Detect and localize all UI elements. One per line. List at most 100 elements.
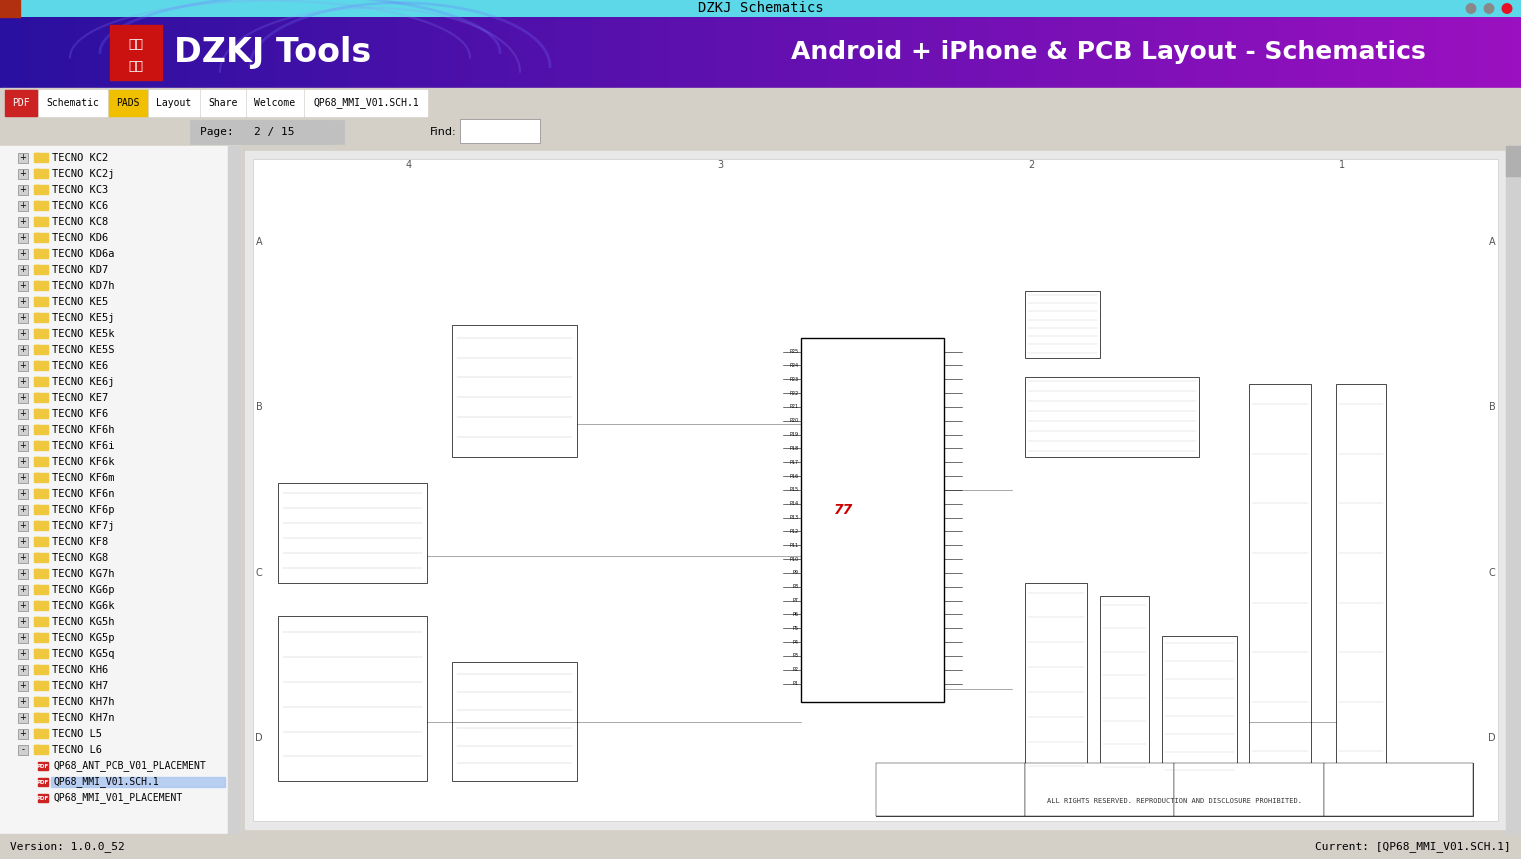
Bar — [33, 425, 49, 434]
Bar — [33, 665, 40, 668]
Bar — [294, 120, 318, 144]
Text: QP68_MMI_V01.SCH.1: QP68_MMI_V01.SCH.1 — [313, 98, 418, 108]
Bar — [0, 0, 1521, 17]
Bar — [33, 233, 49, 242]
Bar — [33, 585, 40, 588]
Bar — [268, 120, 292, 144]
Bar — [18, 153, 27, 163]
Bar — [18, 537, 27, 547]
Bar — [33, 425, 40, 428]
Bar — [33, 649, 49, 658]
Bar — [459, 119, 540, 143]
Bar — [18, 249, 27, 259]
Bar — [18, 393, 27, 403]
Text: TECNO KH7: TECNO KH7 — [52, 681, 108, 691]
Bar — [33, 681, 49, 690]
Bar — [18, 361, 27, 371]
Bar — [18, 521, 27, 531]
Text: PADS: PADS — [116, 98, 140, 108]
Bar — [307, 120, 332, 144]
Bar — [110, 90, 148, 116]
Text: P16: P16 — [789, 473, 799, 478]
Bar — [18, 201, 27, 211]
Bar — [33, 345, 40, 348]
Text: P25: P25 — [789, 349, 799, 354]
Bar — [33, 233, 40, 236]
Bar — [52, 777, 225, 787]
Text: +: + — [20, 729, 26, 739]
Text: 4: 4 — [406, 160, 412, 170]
Bar — [33, 617, 40, 620]
Bar — [33, 329, 49, 338]
Text: P4: P4 — [792, 640, 799, 644]
Text: A: A — [1489, 237, 1495, 247]
Text: Find:: Find: — [430, 127, 456, 137]
Text: P15: P15 — [789, 487, 799, 492]
Text: TECNO KC2j: TECNO KC2j — [52, 169, 114, 179]
Text: +: + — [20, 633, 26, 643]
Text: P6: P6 — [792, 612, 799, 617]
Bar — [33, 409, 49, 418]
Text: TECNO KE6: TECNO KE6 — [52, 361, 108, 371]
Bar — [0, 0, 20, 17]
Bar — [18, 313, 27, 323]
Bar — [33, 169, 49, 178]
Bar — [33, 377, 49, 386]
Text: TECNO KD7: TECNO KD7 — [52, 265, 108, 275]
Bar — [33, 457, 40, 460]
Bar — [33, 281, 49, 290]
Text: +: + — [20, 154, 26, 162]
Bar — [33, 553, 40, 556]
Text: TECNO KC2: TECNO KC2 — [52, 153, 108, 163]
Text: P12: P12 — [789, 529, 799, 534]
Text: +: + — [20, 586, 26, 594]
Text: Current: [QP68_MMI_V01.SCH.1]: Current: [QP68_MMI_V01.SCH.1] — [1316, 841, 1510, 852]
Bar — [38, 794, 49, 802]
Text: +: + — [20, 442, 26, 450]
Bar — [18, 713, 27, 723]
Bar — [33, 153, 40, 156]
Text: TECNO KF6h: TECNO KF6h — [52, 425, 114, 435]
Text: B: B — [256, 402, 263, 412]
Text: +: + — [20, 618, 26, 626]
Text: P3: P3 — [792, 654, 799, 659]
Bar — [230, 120, 252, 144]
Bar — [33, 265, 40, 268]
Bar — [18, 217, 27, 227]
Text: +: + — [20, 666, 26, 674]
Bar — [149, 90, 199, 116]
Text: TECNO KF6i: TECNO KF6i — [52, 441, 114, 451]
Text: +: + — [20, 330, 26, 338]
Bar — [18, 233, 27, 243]
Text: Welcome: Welcome — [254, 98, 295, 108]
Text: TECNO KF6: TECNO KF6 — [52, 409, 108, 419]
Text: TECNO KC8: TECNO KC8 — [52, 217, 108, 227]
Circle shape — [1466, 3, 1475, 13]
Bar — [18, 649, 27, 659]
Text: +: + — [20, 570, 26, 578]
Bar — [18, 665, 27, 675]
Bar — [18, 553, 27, 563]
Text: A: A — [256, 237, 262, 247]
Text: P5: P5 — [792, 626, 799, 631]
Bar — [33, 617, 49, 626]
Bar — [18, 425, 27, 435]
Text: P19: P19 — [789, 432, 799, 437]
Text: +: + — [20, 362, 26, 370]
Bar — [33, 361, 40, 364]
Bar — [33, 201, 49, 210]
Text: Android + iPhone & PCB Layout - Schematics: Android + iPhone & PCB Layout - Schemati… — [791, 40, 1425, 64]
Text: -: - — [21, 746, 24, 754]
Text: D: D — [1488, 734, 1495, 743]
Bar — [18, 281, 27, 291]
Text: TECNO KG8: TECNO KG8 — [52, 553, 108, 563]
Bar — [33, 249, 40, 252]
Bar — [33, 569, 40, 572]
Bar — [33, 713, 49, 722]
Bar — [33, 217, 49, 226]
Text: +: + — [20, 217, 26, 227]
Bar — [33, 537, 49, 546]
Bar — [33, 313, 40, 316]
Bar — [33, 409, 40, 412]
Text: +: + — [20, 249, 26, 259]
